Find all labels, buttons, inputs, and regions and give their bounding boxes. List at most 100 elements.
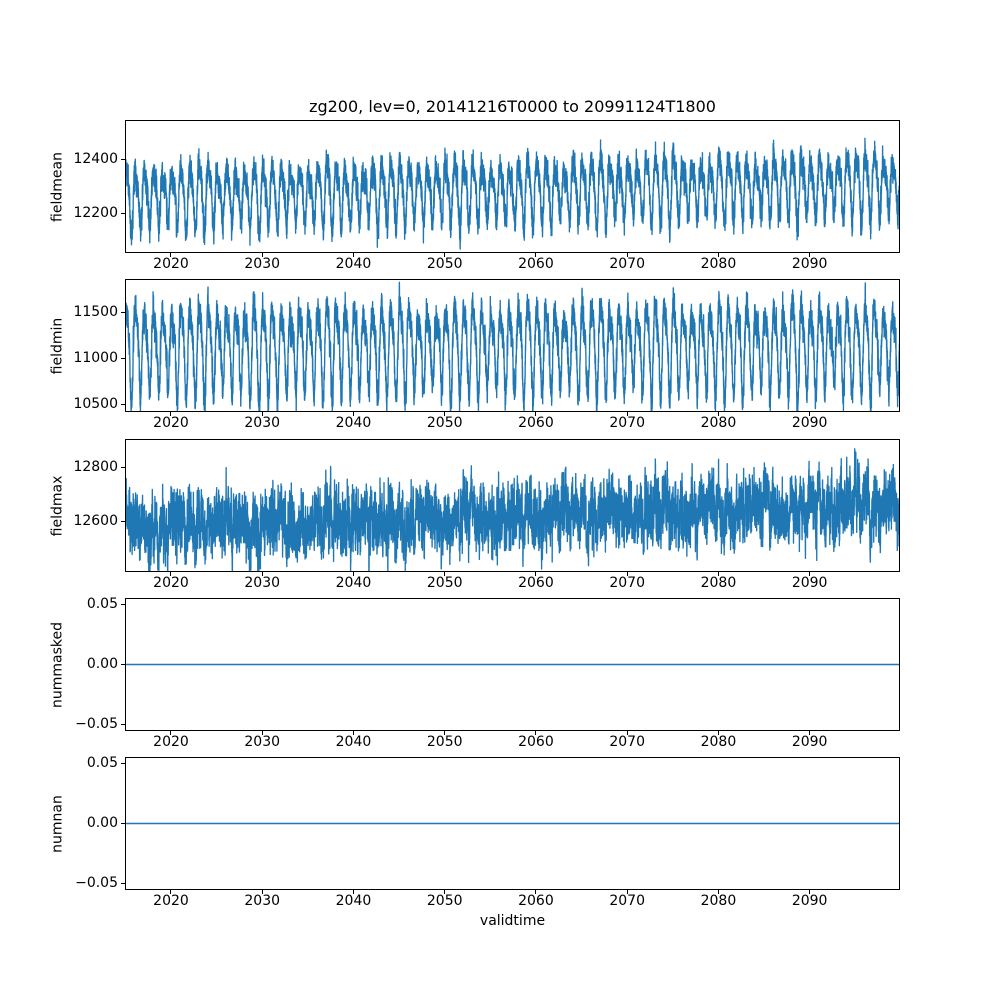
x-tick-label: 2090 bbox=[791, 734, 828, 750]
y-tick-label: 12800 bbox=[73, 458, 118, 475]
x-tick-label: 2090 bbox=[791, 575, 828, 591]
x-tick-mark bbox=[535, 731, 537, 735]
x-tick-label: 2030 bbox=[244, 256, 281, 272]
x-tick-mark bbox=[535, 412, 537, 416]
x-axis-label: validtime bbox=[479, 913, 546, 929]
x-tick-label: 2040 bbox=[335, 415, 372, 431]
x-tick-mark bbox=[261, 253, 263, 257]
x-tick-label: 2080 bbox=[700, 893, 737, 909]
x-tick-mark bbox=[261, 890, 263, 894]
x-tick-label: 2030 bbox=[244, 575, 281, 591]
x-tick-label: 2070 bbox=[609, 734, 645, 750]
x-tick-mark bbox=[809, 412, 811, 416]
x-tick-mark bbox=[626, 890, 628, 894]
ylabel-numnan: numnan bbox=[49, 794, 65, 853]
x-tick-mark bbox=[352, 572, 354, 576]
x-tick-mark bbox=[261, 731, 263, 735]
x-tick-label: 2030 bbox=[244, 415, 281, 431]
figure-title: zg200, lev=0, 20141216T0000 to 20991124T… bbox=[309, 97, 716, 116]
y-tick-label: 0.00 bbox=[86, 656, 118, 672]
x-tick-label: 2060 bbox=[518, 575, 554, 591]
x-tick-label: 2060 bbox=[518, 256, 554, 272]
x-tick-mark bbox=[170, 412, 172, 416]
y-tick-label: 0.00 bbox=[86, 815, 118, 831]
y-tick-label: −0.05 bbox=[75, 716, 118, 733]
x-tick-label: 2070 bbox=[609, 256, 645, 272]
x-tick-mark bbox=[170, 890, 172, 894]
x-tick-label: 2040 bbox=[335, 575, 372, 591]
x-tick-mark bbox=[626, 731, 628, 735]
x-tick-label: 2050 bbox=[426, 734, 463, 750]
ylabel-fieldmean: fieldmean bbox=[49, 151, 65, 222]
x-tick-label: 2070 bbox=[609, 415, 645, 431]
x-tick-mark bbox=[170, 731, 172, 735]
x-tick-mark bbox=[809, 572, 811, 576]
y-tick-mark bbox=[121, 724, 125, 726]
x-tick-label: 2040 bbox=[335, 893, 372, 909]
x-tick-label: 2020 bbox=[153, 575, 189, 591]
x-tick-mark bbox=[809, 890, 811, 894]
y-tick-label: 12400 bbox=[73, 150, 118, 167]
x-tick-label: 2040 bbox=[335, 734, 372, 750]
x-tick-label: 2090 bbox=[791, 415, 828, 431]
subplot-fieldmin bbox=[125, 279, 900, 412]
y-tick-mark bbox=[121, 521, 125, 523]
subplot-fieldmax bbox=[125, 439, 900, 572]
x-tick-mark bbox=[352, 253, 354, 257]
x-tick-label: 2050 bbox=[426, 575, 463, 591]
subplot-numnan bbox=[125, 757, 900, 890]
x-tick-mark bbox=[717, 572, 719, 576]
x-tick-mark bbox=[717, 412, 719, 416]
x-tick-label: 2020 bbox=[153, 256, 189, 272]
y-tick-mark bbox=[121, 158, 125, 160]
x-tick-label: 2080 bbox=[700, 256, 737, 272]
ylabel-fieldmin: fieldmin bbox=[49, 317, 65, 374]
x-tick-label: 2040 bbox=[335, 256, 372, 272]
x-tick-mark bbox=[261, 412, 263, 416]
x-tick-mark bbox=[809, 253, 811, 257]
y-tick-mark bbox=[121, 664, 125, 665]
x-tick-label: 2060 bbox=[518, 893, 554, 909]
x-tick-label: 2020 bbox=[153, 415, 189, 431]
x-tick-label: 2090 bbox=[791, 256, 828, 272]
x-tick-mark bbox=[261, 572, 263, 576]
x-tick-mark bbox=[535, 572, 537, 576]
x-tick-mark bbox=[444, 890, 446, 894]
y-tick-mark bbox=[121, 883, 125, 885]
y-tick-mark bbox=[121, 403, 125, 405]
x-tick-label: 2050 bbox=[426, 893, 463, 909]
x-tick-mark bbox=[626, 253, 628, 257]
x-tick-mark bbox=[444, 731, 446, 735]
y-tick-mark bbox=[121, 357, 125, 359]
subplot-fieldmean bbox=[125, 120, 900, 253]
x-tick-label: 2080 bbox=[700, 734, 737, 750]
y-tick-mark bbox=[121, 213, 125, 215]
x-tick-label: 2070 bbox=[609, 575, 645, 591]
ylabel-nummasked: nummasked bbox=[49, 621, 65, 708]
x-tick-mark bbox=[809, 731, 811, 735]
x-tick-label: 2080 bbox=[700, 415, 737, 431]
x-tick-label: 2030 bbox=[244, 893, 281, 909]
y-tick-label: 12200 bbox=[73, 205, 118, 222]
y-tick-label: 11500 bbox=[73, 304, 118, 321]
y-tick-label: 12600 bbox=[73, 513, 118, 530]
x-tick-mark bbox=[717, 731, 719, 735]
x-tick-label: 2050 bbox=[426, 415, 463, 431]
x-tick-mark bbox=[535, 253, 537, 257]
x-tick-mark bbox=[444, 572, 446, 576]
ylabel-fieldmax: fieldmax bbox=[49, 475, 65, 536]
x-tick-mark bbox=[352, 731, 354, 735]
x-tick-mark bbox=[444, 412, 446, 416]
y-tick-label: −0.05 bbox=[75, 875, 118, 892]
y-tick-label: 0.05 bbox=[86, 595, 118, 612]
x-tick-label: 2020 bbox=[153, 734, 189, 750]
x-tick-mark bbox=[626, 412, 628, 416]
x-tick-label: 2080 bbox=[700, 575, 737, 591]
x-tick-mark bbox=[717, 253, 719, 257]
x-tick-mark bbox=[444, 253, 446, 257]
x-tick-mark bbox=[626, 572, 628, 576]
y-tick-label: 11000 bbox=[73, 349, 118, 366]
x-tick-label: 2070 bbox=[609, 893, 645, 909]
x-tick-mark bbox=[170, 572, 172, 576]
